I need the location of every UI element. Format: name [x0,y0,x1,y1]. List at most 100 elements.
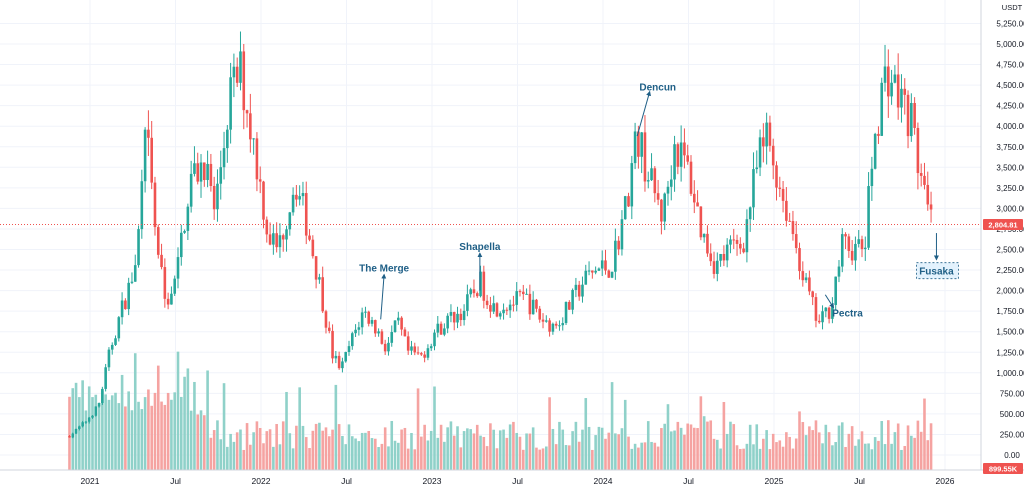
annotation-box [916,262,959,280]
candle-body [433,332,436,347]
candle-body [245,110,249,114]
price-tick-label: 1,000.00 [996,369,1024,378]
candle-body [324,311,328,328]
volume-bar [186,368,190,470]
candle-body [627,196,630,207]
candle-body [459,313,463,321]
volume-bar [548,397,551,470]
volume-bar [163,404,167,470]
volume-bar [492,429,495,470]
candle-body [281,235,285,240]
price-tick-label: 3,750.00 [996,143,1024,152]
volume-bar [811,430,814,470]
annotation-label: The Merge [359,263,409,274]
candle-body [183,230,186,233]
candle-body [916,127,920,174]
candle-body [285,229,288,240]
candle-body [489,305,492,312]
volume-bar [683,434,686,470]
candle-body [475,293,479,297]
candle-body [594,270,597,273]
volume-bar [275,424,278,470]
volume-bar [863,443,867,470]
volume-bar [873,437,877,470]
candle-body [410,346,413,351]
candle-body [637,131,640,157]
volume-bar [203,415,206,470]
candle-body [554,323,558,326]
volume-bar [452,435,456,470]
volume-bar [561,429,565,470]
candle-body [581,284,584,297]
volume-bar [380,443,384,470]
candle-body [380,331,384,344]
candle-body [406,336,410,351]
time-tick-label: 2024 [594,476,613,486]
volume-bar [281,421,285,470]
candle-body [752,169,755,208]
volume-bar [913,437,916,470]
candle-body [755,167,759,170]
candle-body [232,66,236,78]
volume-bar [94,394,98,470]
volume-bar [502,429,505,470]
candle-body [538,308,542,320]
candle-body [735,239,739,244]
candle-body [482,271,486,301]
volume-bar [423,424,426,470]
annotation-label: Shapella [459,242,501,253]
volume-bar [403,427,407,470]
candle-body [226,129,229,149]
price-axis[interactable] [981,0,1024,470]
candle-body [357,327,361,330]
volume-bar [459,447,463,470]
volume-bar [262,443,265,470]
candle-body [739,243,742,249]
candle-body [272,233,275,245]
candle-body [101,388,104,404]
candle-body [403,329,407,337]
candle-body [311,239,315,257]
candle-body [929,204,933,210]
price-tick-label: 1,500.00 [996,328,1024,337]
candle-body [84,421,88,423]
candle-body [209,163,213,187]
volume-bar [817,432,821,470]
candle-body [574,284,578,290]
volume-bar [824,424,828,470]
volume-bar [222,383,226,470]
candle-body [604,260,607,271]
candle-body [887,66,890,97]
candle-body [68,436,71,438]
volume-bar [252,432,255,470]
volume-bar [91,397,94,470]
time-axis-ticks[interactable]: 2021 Jul 2022 Jul 2023 Jul 2024 Jul 2025 Jul 2026 [81,476,955,486]
candle-body [910,102,913,137]
volume-bar [406,448,410,470]
candle-body [762,137,765,147]
volume-bar [420,436,423,470]
last-price-label: 2,804.81 [988,220,1017,229]
candle-body [900,88,903,108]
volume-bar [68,396,71,470]
annotation-label: Fusaka [919,267,954,278]
candle-body [584,270,588,285]
candle-body [679,142,683,167]
candle-body [423,354,426,358]
candle-body [449,312,453,316]
volume-bar [558,421,561,470]
candle-body [344,351,348,362]
candle-body [521,291,525,295]
volume-bar [446,427,449,470]
candle-body [370,320,374,324]
candle-body [571,289,574,310]
time-tick-label: 2022 [252,476,271,486]
candle-body [811,291,814,298]
volume-bar [143,397,147,470]
time-tick-label: Jul [170,476,181,486]
volume-bar [854,445,857,470]
candle-body [561,323,565,326]
volume-bar [350,436,354,470]
